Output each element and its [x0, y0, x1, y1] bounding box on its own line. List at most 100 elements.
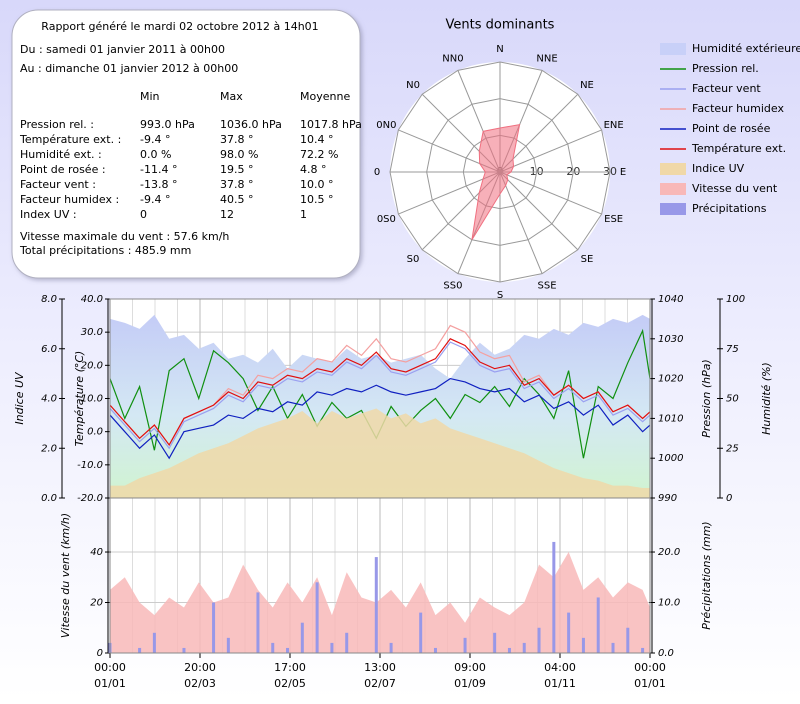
rain-bar	[626, 627, 630, 653]
direction-label: SS0	[443, 281, 462, 292]
y-tick-label: 2.0	[41, 443, 57, 454]
direction-label: S0	[407, 254, 420, 265]
rain-bar	[611, 642, 615, 653]
y-tick-label: 40	[90, 547, 103, 558]
direction-label: 0	[374, 167, 380, 178]
direction-label: N0	[406, 80, 420, 91]
report-cell: 1017.8 hPa	[300, 118, 362, 131]
report-cell: 993.0 hPa	[140, 118, 195, 131]
axis-title: Humidité (%)	[760, 362, 773, 435]
direction-label: SSE	[538, 281, 557, 292]
x-tick-label: 09:00	[454, 661, 486, 674]
y-tick-label: 1000	[658, 453, 683, 464]
report-column: Moyenne	[300, 90, 350, 103]
legend-label: Facteur vent	[692, 82, 761, 95]
rain-bar	[315, 582, 319, 653]
report-cell: Facteur humidex :	[20, 193, 119, 206]
report-cell: 40.5 °	[220, 193, 254, 206]
y-tick-label: 10.0	[81, 394, 103, 405]
y-tick-label: 1030	[658, 334, 683, 345]
rain-bar	[182, 647, 186, 653]
report-cell: Humidité ext. :	[20, 148, 102, 161]
line-series	[109, 341, 651, 450]
report-cell: Pression rel. :	[20, 118, 94, 131]
legend-label: Vitesse du vent	[692, 182, 778, 195]
direction-label: SE	[581, 254, 594, 265]
legend-swatch	[660, 203, 686, 215]
y-tick-label: -10.0	[77, 460, 103, 471]
x-tick-date: 01/01	[634, 677, 666, 690]
y-tick-label: 10.0	[658, 598, 680, 609]
report-from: Du : samedi 01 janvier 2011 à 00h00	[20, 43, 225, 56]
report-panel	[11, 9, 361, 279]
report-title: Rapport généré le mardi 02 octobre 2012 …	[41, 20, 318, 33]
rain-bar	[463, 637, 467, 653]
rain-bar	[581, 637, 585, 653]
x-tick-date: 01/09	[454, 677, 486, 690]
x-tick-date: 01/01	[94, 677, 126, 690]
rose-spoke	[499, 129, 602, 173]
report-max-wind: Vitesse maximale du vent : 57.6 km/h	[20, 230, 229, 243]
plot-frame	[109, 298, 651, 654]
direction-label: NE	[580, 80, 594, 91]
x-tick-date: 01/11	[544, 677, 576, 690]
direction-label: N	[496, 44, 503, 55]
rain-bar	[507, 647, 511, 653]
direction-label: ESE	[604, 214, 623, 225]
rose-spoke	[499, 171, 543, 274]
report-cell: 10.0 °	[300, 178, 334, 191]
axis-title: Précipitations (mm)	[700, 521, 713, 629]
rose-area	[471, 123, 521, 241]
y-tick-label: 20.0	[658, 547, 680, 558]
y-tick-label: 0	[726, 493, 732, 504]
rain-bar	[433, 647, 437, 653]
x-tick-label: 00:00	[94, 661, 126, 674]
y-tick-label: 0.0	[658, 648, 674, 659]
report-cell: 10.5 °	[300, 193, 334, 206]
report-cell: 1036.0 hPa	[220, 118, 282, 131]
report-cell: -9.4 °	[140, 193, 170, 206]
report-cell: 1	[300, 208, 307, 221]
y-tick-label: -20.0	[77, 493, 103, 504]
rain-bar	[552, 541, 556, 653]
legend-label: Précipitations	[692, 202, 767, 215]
rain-bar	[330, 642, 334, 653]
legend-label: Humidité extérieure	[692, 42, 800, 55]
y-tick-label: 50	[726, 394, 739, 405]
report-cell: 0.0 %	[140, 148, 171, 161]
x-tick-date: 02/03	[184, 677, 216, 690]
rain-bar	[226, 637, 230, 653]
report-cell: 12	[220, 208, 234, 221]
report-cell: Point de rosée :	[20, 163, 106, 176]
report-to: Au : dimanche 01 janvier 2012 à 00h00	[20, 62, 238, 75]
rain-bar	[256, 592, 260, 653]
direction-label: 0S0	[377, 214, 396, 225]
y-tick-label: 0.0	[41, 493, 57, 504]
axis-title: Vitesse du vent (km/h)	[59, 513, 72, 638]
direction-label: NN0	[442, 53, 463, 64]
y-tick-label: 75	[726, 344, 739, 355]
direction-label: S	[497, 290, 503, 301]
x-tick-label: 17:00	[274, 661, 306, 674]
report-cell: 10.4 °	[300, 133, 334, 146]
report-cell: 19.5 °	[220, 163, 254, 176]
rain-bar	[537, 627, 541, 653]
x-tick-label: 20:00	[184, 661, 216, 674]
rain-bar	[152, 632, 156, 653]
rain-bar	[345, 632, 349, 653]
report-cell: Facteur vent :	[20, 178, 96, 191]
line-series	[109, 338, 651, 447]
y-tick-label: 1010	[658, 413, 683, 424]
rain-bar	[419, 612, 423, 653]
report-cell: 0	[140, 208, 147, 221]
rain-bar	[271, 642, 275, 653]
legend-swatch	[660, 183, 686, 195]
rose-spoke	[499, 171, 579, 251]
direction-label: NNE	[536, 53, 557, 64]
report-cell: 98.0 %	[220, 148, 258, 161]
rain-bar	[138, 647, 142, 653]
y-tick-label: 8.0	[41, 294, 57, 305]
y-tick-label: 0	[97, 648, 103, 659]
rain-bar	[212, 602, 216, 653]
